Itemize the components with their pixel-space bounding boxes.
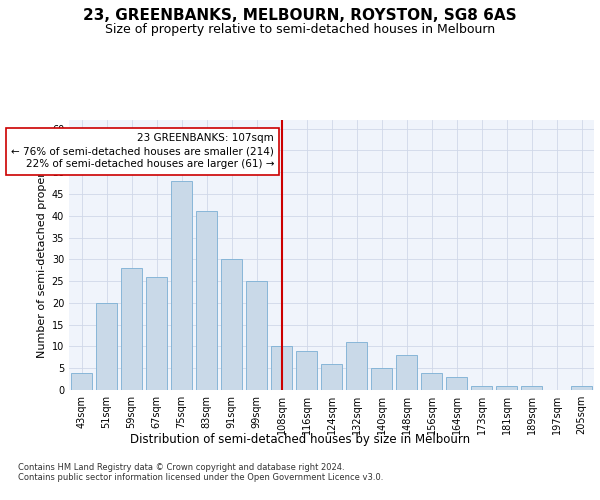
Text: Contains HM Land Registry data © Crown copyright and database right 2024.
Contai: Contains HM Land Registry data © Crown c… <box>18 462 383 482</box>
Text: Size of property relative to semi-detached houses in Melbourn: Size of property relative to semi-detach… <box>105 22 495 36</box>
Text: 23, GREENBANKS, MELBOURN, ROYSTON, SG8 6AS: 23, GREENBANKS, MELBOURN, ROYSTON, SG8 6… <box>83 8 517 22</box>
Bar <box>571 386 592 390</box>
Bar <box>421 372 442 390</box>
Text: Distribution of semi-detached houses by size in Melbourn: Distribution of semi-detached houses by … <box>130 432 470 446</box>
Bar <box>221 260 242 390</box>
Bar <box>96 303 117 390</box>
Bar <box>346 342 367 390</box>
Bar <box>121 268 142 390</box>
Bar <box>521 386 542 390</box>
Bar <box>146 277 167 390</box>
Bar <box>446 377 467 390</box>
Y-axis label: Number of semi-detached properties: Number of semi-detached properties <box>37 152 47 358</box>
Bar <box>171 181 192 390</box>
Bar <box>296 351 317 390</box>
Bar <box>496 386 517 390</box>
Bar <box>246 281 267 390</box>
Bar <box>196 212 217 390</box>
Bar <box>321 364 342 390</box>
Bar <box>71 372 92 390</box>
Text: 23 GREENBANKS: 107sqm
← 76% of semi-detached houses are smaller (214)
22% of sem: 23 GREENBANKS: 107sqm ← 76% of semi-deta… <box>11 133 274 170</box>
Bar <box>371 368 392 390</box>
Bar <box>271 346 292 390</box>
Bar <box>396 355 417 390</box>
Bar <box>471 386 492 390</box>
